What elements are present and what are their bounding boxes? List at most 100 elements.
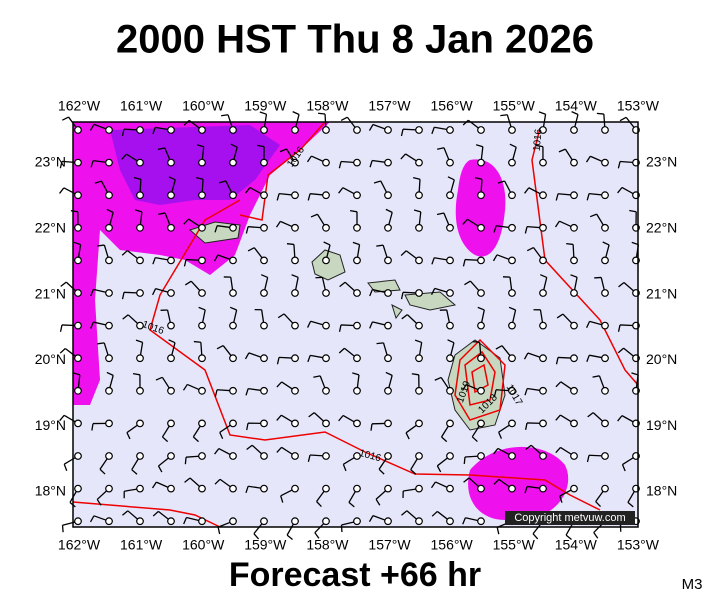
map-area: 1016 1016 1016 1016 1019 1018 1017 Copyr… [60,112,640,540]
latitude-label: 20°N [646,351,677,367]
station [168,518,175,525]
station [168,127,175,134]
station [292,322,299,329]
longitude-label: 162°W [58,98,101,114]
station [602,485,609,492]
station [323,257,330,264]
station [602,192,609,199]
station [540,192,547,199]
station [106,453,113,460]
station [509,485,516,492]
station [416,257,423,264]
station [261,127,268,134]
station [292,355,299,362]
latitude-label: 19°N [646,417,677,433]
station [416,388,423,395]
station [354,485,361,492]
station [478,159,485,166]
station [323,485,330,492]
station [540,257,547,264]
station [137,225,144,232]
wind-barb [63,525,64,532]
station [323,453,330,460]
station [75,420,82,427]
longitude-label: 158°W [306,537,349,553]
station [540,388,547,395]
station [75,518,82,525]
station [540,420,547,427]
longitude-label: 159°W [244,98,287,114]
station [385,127,392,134]
station [261,388,268,395]
station [292,485,299,492]
station [75,127,82,134]
longitude-label: 156°W [431,537,474,553]
station [75,485,82,492]
station [323,518,330,525]
station [292,192,299,199]
wind-barb [341,117,347,120]
station [354,388,361,395]
station [323,192,330,199]
station [261,453,268,460]
station [137,257,144,264]
longitude-label: 158°W [306,98,349,114]
latitude-label: 21°N [646,285,677,301]
station [416,453,423,460]
wind-barb [287,535,292,539]
longitude-label: 154°W [555,98,598,114]
station [106,518,113,525]
station [75,159,82,166]
station [602,453,609,460]
station [106,127,113,134]
station [199,127,206,134]
station [199,518,206,525]
station [75,192,82,199]
station [385,485,392,492]
station [230,192,237,199]
wind-barb [221,115,228,116]
station [323,127,330,134]
station [602,420,609,427]
wind-barb [62,117,68,120]
station [261,159,268,166]
longitude-label: 155°W [493,98,536,114]
station [199,159,206,166]
station [168,225,175,232]
wind-barb [293,112,299,115]
station [137,420,144,427]
model-label: M3 [682,576,703,593]
wind-barb [620,117,626,120]
station [602,290,609,297]
latitude-label: 18°N [35,483,66,499]
station [199,192,206,199]
station [199,322,206,329]
station [137,485,144,492]
station [447,388,454,395]
wind-barb [497,527,499,534]
station [106,322,113,329]
station [447,355,454,362]
station [509,225,516,232]
station [354,225,361,232]
station [323,355,330,362]
longitude-label: 161°W [120,98,163,114]
station [230,388,237,395]
station [385,453,392,460]
station [447,192,454,199]
copyright: Copyright metvuw.com [514,512,625,524]
station [75,290,82,297]
station [292,225,299,232]
station [137,192,144,199]
station [230,485,237,492]
longitude-label: 154°W [555,537,598,553]
station [447,290,454,297]
station [509,159,516,166]
station [571,485,578,492]
station [199,420,206,427]
station [416,420,423,427]
station [261,518,268,525]
station [478,453,485,460]
station [292,257,299,264]
